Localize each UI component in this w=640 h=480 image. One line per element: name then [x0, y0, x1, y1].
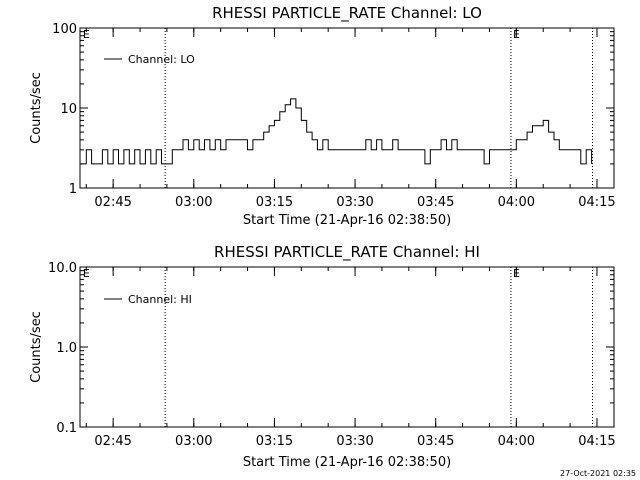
chart-lo-y-tick-label: 1	[69, 182, 77, 197]
chart-lo-series-line	[80, 98, 593, 165]
chart-hi-plot-frame	[79, 266, 615, 428]
chart-lo-x-tick-label: 03:00	[175, 195, 212, 210]
chart-lo-x-tick-label: 04:00	[498, 195, 535, 210]
chart-hi-panel: RHESSI PARTICLE_RATE Channel: HI 0.1 1.0 1…	[29, 243, 616, 470]
chart-hi-event-label: E	[83, 267, 90, 280]
chart-lo-x-label: Start Time (21-Apr-16 02:38:50)	[243, 213, 451, 228]
chart-hi-y-axis: 0.1 1.0 10.0	[48, 261, 614, 436]
chart-lo-x-tick-label: 02:45	[94, 195, 131, 210]
chart-hi-x-tick-label: 03:45	[417, 434, 454, 449]
chart-lo-x-tick-label: 03:45	[417, 195, 454, 210]
chart-lo-x-tick-label: 03:30	[336, 195, 373, 210]
chart-hi-x-tick-label: 03:30	[336, 434, 373, 449]
chart-hi-x-label: Start Time (21-Apr-16 02:38:50)	[243, 455, 451, 470]
chart-lo-plot-frame	[79, 27, 615, 189]
chart-lo-x-tick-label: 03:15	[256, 195, 293, 210]
chart-lo-event-label: E	[513, 28, 520, 41]
chart-lo-legend-label: Channel: LO	[128, 53, 195, 66]
chart-lo-x-axis: 02:45 03:00 03:15 03:30 03:45 04:00 04:15	[85, 28, 616, 210]
chart-hi-event-markers: EE	[83, 267, 593, 427]
chart-lo-title: RHESSI PARTICLE_RATE Channel: LO	[212, 4, 482, 23]
chart-hi-y-label: Counts/sec	[29, 311, 44, 383]
chart-lo-event-label: E	[83, 28, 90, 41]
chart-lo-y-tick-label: 100	[52, 22, 77, 37]
chart-hi-x-tick-label: 04:00	[498, 434, 535, 449]
chart-hi-y-tick-label: 10.0	[48, 261, 77, 276]
chart-hi-x-tick-label: 03:00	[175, 434, 212, 449]
chart-lo-event-markers: EE	[83, 28, 593, 188]
chart-lo-x-tick-label: 04:15	[578, 195, 615, 210]
chart-hi-title: RHESSI PARTICLE_RATE Channel: HI	[214, 243, 480, 262]
chart-hi-event-label: E	[513, 267, 520, 280]
chart-hi-y-tick-label: 0.1	[56, 421, 77, 436]
chart-hi-legend-label: Channel: HI	[128, 293, 192, 306]
chart-hi-y-tick-label: 1.0	[56, 341, 77, 356]
chart-lo-y-label: Counts/sec	[29, 72, 44, 144]
chart-hi-x-axis: 02:45 03:00 03:15 03:30 03:45 04:00 04:15	[85, 267, 616, 449]
date-stamp: 27-Oct-2021 02:35	[560, 469, 636, 478]
chart-lo-panel: RHESSI PARTICLE_RATE Channel: LO 110100 …	[29, 4, 616, 228]
chart-lo-y-axis: 1 10 100	[52, 22, 614, 197]
chart-hi-x-tick-label: 04:15	[578, 434, 615, 449]
chart-hi-x-tick-label: 02:45	[94, 434, 131, 449]
chart-hi-x-tick-label: 03:15	[256, 434, 293, 449]
chart-lo-y-tick-label: 10	[60, 102, 77, 117]
